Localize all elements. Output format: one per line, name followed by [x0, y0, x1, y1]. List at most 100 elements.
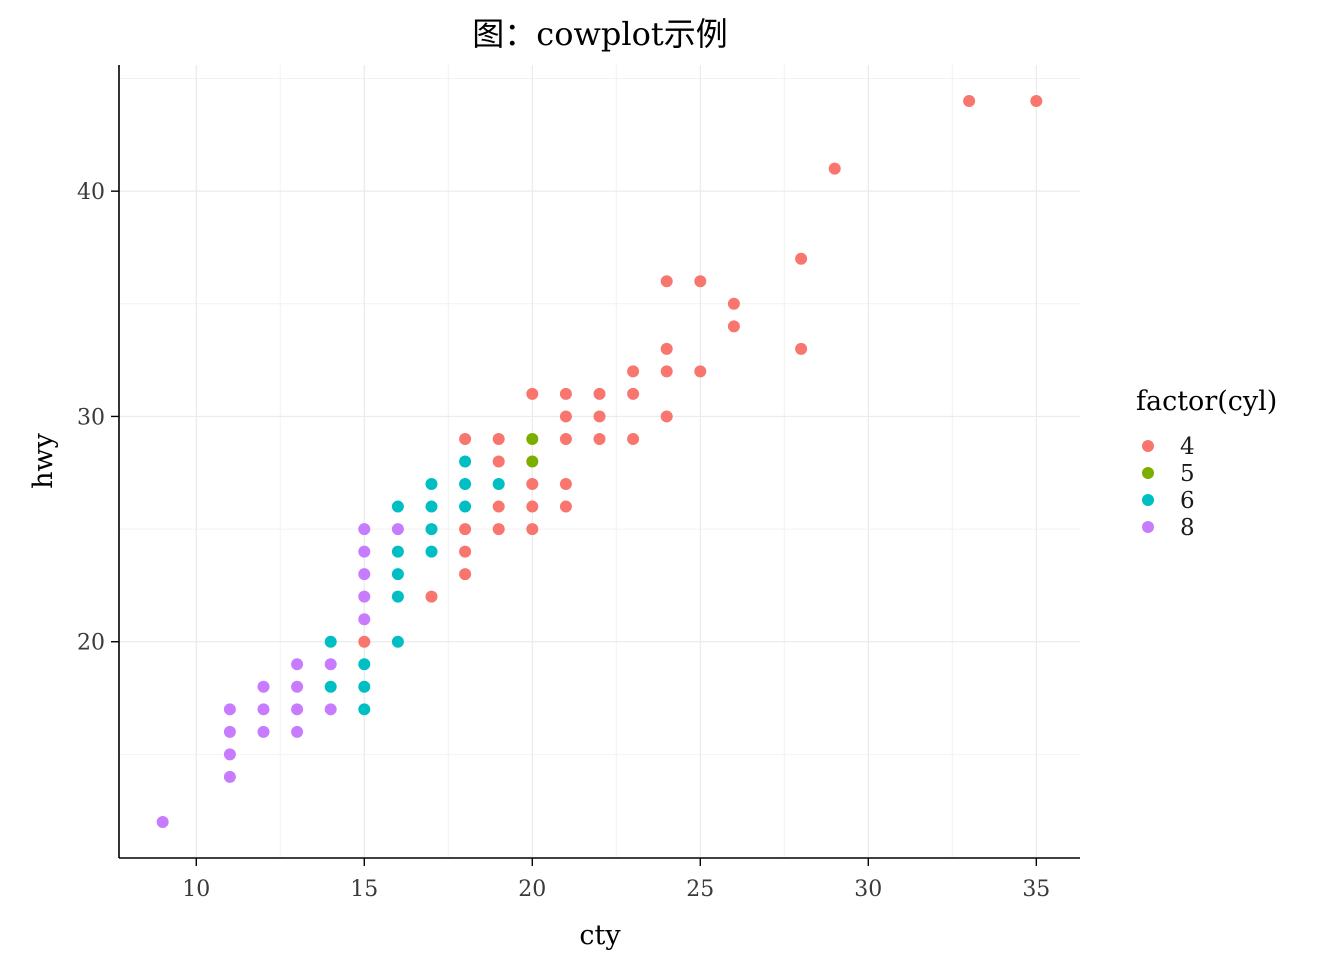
legend-label: 4 [1180, 434, 1195, 460]
data-point-cyl-6 [324, 635, 337, 648]
data-point-cyl-4 [559, 432, 572, 445]
x-tick-label: 35 [1022, 877, 1050, 902]
data-point-cyl-4 [828, 162, 841, 175]
data-point-cyl-6 [459, 500, 472, 513]
data-point-cyl-8 [324, 658, 337, 671]
x-tick-label: 15 [350, 877, 378, 902]
data-point-cyl-4 [727, 297, 740, 310]
data-point-cyl-8 [223, 703, 236, 716]
data-point-cyl-8 [358, 568, 371, 581]
data-point-cyl-4 [627, 432, 640, 445]
data-point-cyl-4 [593, 410, 606, 423]
legend-key-8 [1142, 521, 1154, 533]
legend-key-5 [1142, 467, 1154, 479]
data-point-cyl-4 [795, 252, 808, 265]
legend-title: factor(cyl) [1136, 386, 1277, 417]
data-point-cyl-8 [223, 770, 236, 783]
data-point-cyl-4 [358, 635, 371, 648]
data-point-cyl-6 [358, 703, 371, 716]
data-point-cyl-4 [559, 410, 572, 423]
data-point-cyl-4 [526, 500, 539, 513]
y-tick-label: 40 [77, 180, 105, 205]
data-point-cyl-4 [727, 320, 740, 333]
data-point-cyl-6 [459, 478, 472, 491]
data-point-cyl-4 [425, 590, 438, 603]
grid [119, 65, 1080, 858]
data-point-cyl-8 [324, 703, 337, 716]
data-point-cyl-6 [391, 500, 404, 513]
x-axis-title: cty [579, 920, 621, 951]
data-point-cyl-4 [492, 500, 505, 513]
data-point-cyl-8 [257, 680, 270, 693]
data-point-cyl-6 [459, 455, 472, 468]
x-axis-ticks: 10 15 20 25 30 35 [182, 858, 1050, 902]
data-point-cyl-4 [694, 365, 707, 378]
data-point-cyl-4 [492, 523, 505, 536]
data-point-cyl-4 [660, 410, 673, 423]
data-point-cyl-8 [291, 725, 304, 738]
data-point-cyl-6 [425, 500, 438, 513]
data-point-cyl-8 [223, 725, 236, 738]
data-point-cyl-4 [492, 432, 505, 445]
data-point-cyl-8 [358, 613, 371, 626]
legend-label: 8 [1180, 515, 1195, 541]
data-point-cyl-5 [526, 432, 539, 445]
y-tick-label: 30 [77, 405, 105, 430]
data-point-cyl-4 [559, 478, 572, 491]
chart-title: 图：cowplot示例 [472, 15, 727, 53]
data-point-cyl-4 [660, 342, 673, 355]
data-point-cyl-4 [795, 342, 808, 355]
legend-key-4 [1142, 440, 1154, 452]
y-tick-label: 20 [77, 631, 105, 656]
data-point-cyl-4 [492, 455, 505, 468]
data-point-cyl-4 [459, 568, 472, 581]
data-point-cyl-6 [391, 635, 404, 648]
legend-label: 5 [1180, 461, 1195, 487]
data-point-cyl-4 [559, 387, 572, 400]
data-point-cyl-5 [526, 455, 539, 468]
x-tick-label: 10 [182, 877, 210, 902]
data-point-cyl-4 [593, 432, 606, 445]
data-point-cyl-4 [963, 95, 976, 108]
legend-key-6 [1142, 494, 1154, 506]
data-points [156, 95, 1043, 828]
data-point-cyl-8 [291, 703, 304, 716]
data-point-cyl-4 [627, 365, 640, 378]
data-point-cyl-4 [627, 387, 640, 400]
data-point-cyl-4 [694, 275, 707, 288]
data-point-cyl-4 [593, 387, 606, 400]
data-point-cyl-4 [526, 387, 539, 400]
data-point-cyl-6 [425, 523, 438, 536]
data-point-cyl-6 [358, 680, 371, 693]
data-point-cyl-8 [156, 815, 169, 828]
data-point-cyl-4 [459, 523, 472, 536]
data-point-cyl-6 [492, 478, 505, 491]
data-point-cyl-8 [291, 658, 304, 671]
data-point-cyl-8 [257, 703, 270, 716]
data-point-cyl-4 [526, 478, 539, 491]
data-point-cyl-8 [257, 725, 270, 738]
data-point-cyl-6 [425, 545, 438, 558]
data-point-cyl-6 [358, 658, 371, 671]
x-tick-label: 30 [854, 877, 882, 902]
data-point-cyl-4 [660, 275, 673, 288]
data-point-cyl-6 [391, 545, 404, 558]
data-point-cyl-8 [358, 590, 371, 603]
y-axis-title: hwy [28, 432, 59, 489]
data-point-cyl-4 [559, 500, 572, 513]
x-tick-label: 25 [686, 877, 714, 902]
data-point-cyl-4 [459, 432, 472, 445]
data-point-cyl-8 [291, 680, 304, 693]
data-point-cyl-8 [223, 748, 236, 761]
x-tick-label: 20 [518, 877, 546, 902]
data-point-cyl-4 [1030, 95, 1043, 108]
data-point-cyl-6 [324, 680, 337, 693]
y-axis-ticks: 20 30 40 [77, 180, 119, 656]
data-point-cyl-6 [425, 478, 438, 491]
data-point-cyl-8 [358, 545, 371, 558]
data-point-cyl-6 [391, 568, 404, 581]
data-point-cyl-6 [391, 590, 404, 603]
data-point-cyl-4 [660, 365, 673, 378]
